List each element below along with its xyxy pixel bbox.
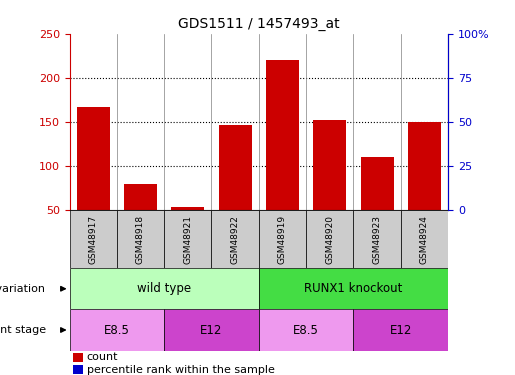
Bar bbox=[259, 268, 448, 309]
Bar bbox=[212, 210, 259, 268]
Bar bbox=[117, 210, 164, 268]
Text: E12: E12 bbox=[200, 324, 222, 336]
Text: GSM48921: GSM48921 bbox=[183, 214, 192, 264]
Bar bbox=[306, 210, 353, 268]
Text: E8.5: E8.5 bbox=[104, 324, 130, 336]
Bar bbox=[353, 210, 401, 268]
Bar bbox=[360, 157, 393, 210]
Bar bbox=[259, 210, 306, 268]
Bar bbox=[259, 309, 353, 351]
Text: count: count bbox=[87, 352, 118, 363]
Bar bbox=[218, 124, 252, 210]
Text: development stage: development stage bbox=[0, 325, 46, 335]
Bar bbox=[73, 353, 83, 362]
Bar bbox=[266, 60, 299, 210]
Text: genotype/variation: genotype/variation bbox=[0, 284, 46, 294]
Text: GSM48919: GSM48919 bbox=[278, 214, 287, 264]
Bar bbox=[401, 210, 448, 268]
Bar bbox=[70, 210, 117, 268]
Text: GSM48920: GSM48920 bbox=[325, 214, 334, 264]
Bar bbox=[124, 184, 157, 210]
Text: GSM48922: GSM48922 bbox=[231, 214, 239, 264]
Text: GSM48924: GSM48924 bbox=[420, 214, 429, 264]
Bar bbox=[171, 207, 204, 210]
Text: RUNX1 knockout: RUNX1 knockout bbox=[304, 282, 403, 295]
Text: GSM48923: GSM48923 bbox=[372, 214, 382, 264]
Bar bbox=[70, 309, 164, 351]
Bar bbox=[77, 107, 110, 210]
Bar bbox=[313, 120, 346, 210]
Text: E12: E12 bbox=[389, 324, 412, 336]
Text: E8.5: E8.5 bbox=[293, 324, 319, 336]
Text: percentile rank within the sample: percentile rank within the sample bbox=[87, 364, 274, 375]
Bar bbox=[164, 210, 212, 268]
Title: GDS1511 / 1457493_at: GDS1511 / 1457493_at bbox=[178, 17, 339, 32]
Text: GSM48917: GSM48917 bbox=[89, 214, 98, 264]
Bar bbox=[73, 365, 83, 374]
Bar bbox=[353, 309, 448, 351]
Bar bbox=[164, 309, 259, 351]
Bar bbox=[408, 122, 441, 210]
Text: GSM48918: GSM48918 bbox=[136, 214, 145, 264]
Bar bbox=[70, 268, 259, 309]
Text: wild type: wild type bbox=[137, 282, 191, 295]
